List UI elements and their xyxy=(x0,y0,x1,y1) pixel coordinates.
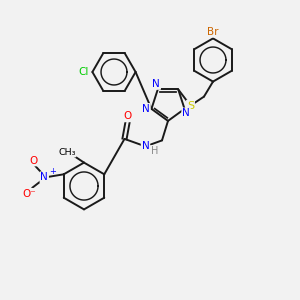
Text: N: N xyxy=(40,172,48,182)
Text: H: H xyxy=(151,146,158,156)
Text: +: + xyxy=(49,167,56,176)
Text: N: N xyxy=(152,79,160,89)
Text: CH₃: CH₃ xyxy=(58,148,76,157)
Text: N: N xyxy=(142,141,149,152)
Text: O⁻: O⁻ xyxy=(22,189,36,199)
Text: Br: Br xyxy=(207,27,219,37)
Text: N: N xyxy=(142,104,150,114)
Text: O: O xyxy=(123,111,132,122)
Text: S: S xyxy=(187,100,194,111)
Text: Cl: Cl xyxy=(79,67,89,77)
Text: O: O xyxy=(30,155,38,166)
Text: N: N xyxy=(182,108,190,118)
